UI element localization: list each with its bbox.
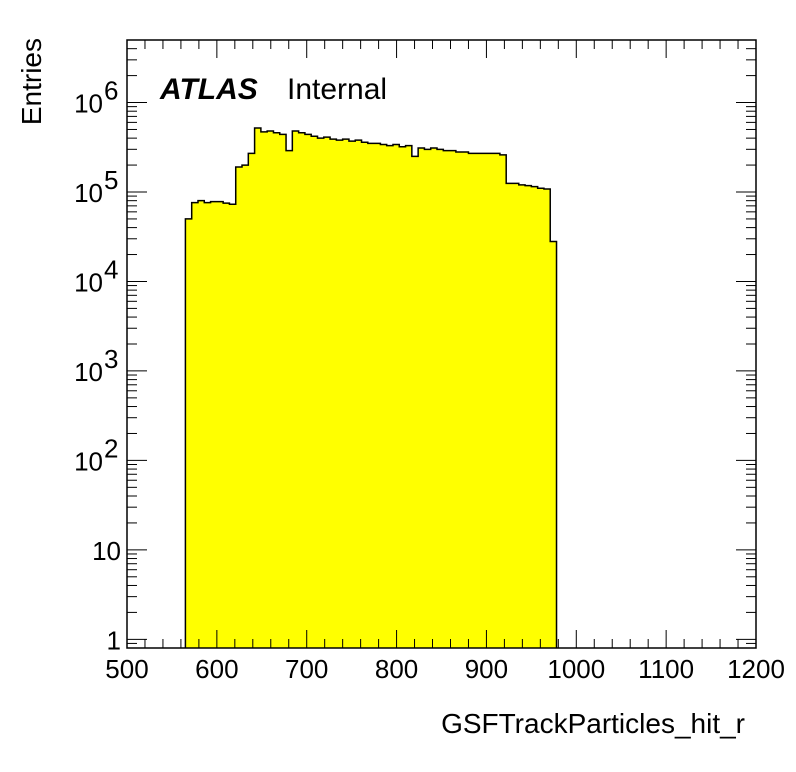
histogram-bar [330, 139, 337, 649]
histogram-bar [191, 202, 199, 648]
histogram-bar [298, 132, 306, 648]
histogram-bar [355, 140, 363, 649]
plot-frame [126, 39, 757, 649]
histogram-bar [531, 186, 539, 648]
histogram-bar [487, 153, 495, 648]
histogram-bar [493, 153, 501, 648]
x-tick-label: 1200 [727, 654, 785, 684]
histogram-bar [380, 144, 388, 648]
y-tick-label: 10 [92, 536, 121, 566]
y-tick-label-base: 10 [74, 178, 103, 208]
y-tick-label: 10 5 [74, 165, 118, 208]
histogram-bar [286, 150, 293, 649]
atlas-label: ATLAS [159, 73, 258, 106]
x-tick-labels: 500 600 700 800 900 1000 1100 1200 [105, 654, 785, 684]
histogram-bar [229, 204, 237, 648]
histogram-bar [317, 138, 325, 649]
histogram-bar [216, 201, 224, 648]
histogram-bar [499, 154, 507, 648]
histogram-bar [248, 153, 256, 648]
histogram-bar [323, 137, 331, 648]
histogram-bar [411, 156, 419, 649]
y-tick-label: 10 4 [74, 254, 118, 297]
histogram-bar [304, 134, 312, 649]
histogram-bar [449, 150, 457, 649]
histogram-bar [437, 149, 444, 648]
histogram-bar [311, 136, 319, 648]
y-tick-label-base: 10 [74, 89, 103, 119]
histogram-bar [399, 146, 407, 648]
histogram-bar [374, 143, 381, 649]
x-axis-title: GSFTrackParticles_hit_r [441, 708, 745, 739]
histogram-bar [336, 140, 344, 649]
histogram-bar [543, 189, 551, 648]
histogram-bar [443, 150, 451, 649]
histogram-bar [273, 132, 281, 648]
histogram-bar [455, 151, 463, 648]
histogram-bar [260, 131, 268, 648]
x-tick-label: 500 [105, 654, 148, 684]
y-tick-label-base: 10 [74, 446, 103, 476]
internal-label: Internal [287, 73, 387, 106]
y-tick-label-exponent: 2 [104, 433, 118, 463]
x-tick-label: 1000 [547, 654, 605, 684]
y-tick-label-exponent: 6 [104, 76, 118, 106]
histogram-bar [242, 165, 249, 648]
histogram-outline [184, 127, 558, 648]
y-tick-label: 10 6 [74, 76, 118, 119]
histogram-bar [254, 127, 262, 648]
x-tick-label: 700 [285, 654, 328, 684]
x-tick-label: 600 [195, 654, 238, 684]
histogram-bar [392, 144, 400, 648]
histogram-bar [474, 153, 482, 648]
histogram-bar [197, 200, 205, 648]
histogram-bar [223, 203, 231, 648]
histogram-bar [405, 145, 413, 648]
histogram-bar [204, 202, 212, 648]
histogram-bar [342, 139, 350, 649]
histogram-bar [525, 185, 532, 648]
histogram-bar [367, 143, 375, 649]
histogram-bar [361, 142, 369, 648]
histogram-bar [481, 153, 488, 648]
histogram-bar [506, 183, 514, 649]
y-tick-label: 10 3 [74, 344, 118, 387]
histogram-bar [518, 184, 526, 649]
histogram-bar [550, 241, 558, 648]
y-tick-label: 10 2 [74, 433, 118, 476]
x-tick-label: 1100 [638, 654, 694, 684]
y-tick-label-exponent: 5 [104, 165, 118, 195]
histogram-bar [468, 153, 476, 648]
histogram-bar [210, 201, 218, 648]
histogram-bar [235, 167, 243, 648]
y-tick-label-base: 10 [74, 357, 103, 387]
y-tick-label-exponent: 3 [104, 344, 118, 374]
histogram-bar [292, 131, 300, 648]
histogram-bar [348, 141, 356, 648]
histogram-bar [185, 218, 193, 648]
histogram-bar [279, 134, 287, 649]
y-tick-label: 1 [107, 625, 121, 655]
histogram-bar [386, 145, 394, 648]
y-tick-label-base: 1 [107, 625, 121, 655]
y-tick-label-base: 10 [74, 267, 103, 297]
histogram-bar [462, 151, 470, 648]
histogram-bar [267, 131, 275, 648]
histogram-bar [537, 188, 545, 649]
y-tick-label-base: 10 [92, 536, 121, 566]
y-tick-label-exponent: 4 [104, 254, 118, 284]
x-tick-label: 900 [465, 654, 508, 684]
histogram-bars [185, 127, 558, 649]
histogram-bar [424, 149, 432, 648]
y-axis-title: Entries [16, 38, 47, 125]
x-tick-label: 800 [375, 654, 418, 684]
histogram-bar [512, 183, 520, 649]
histogram-bar [430, 148, 438, 648]
histogram-bar [418, 148, 426, 648]
